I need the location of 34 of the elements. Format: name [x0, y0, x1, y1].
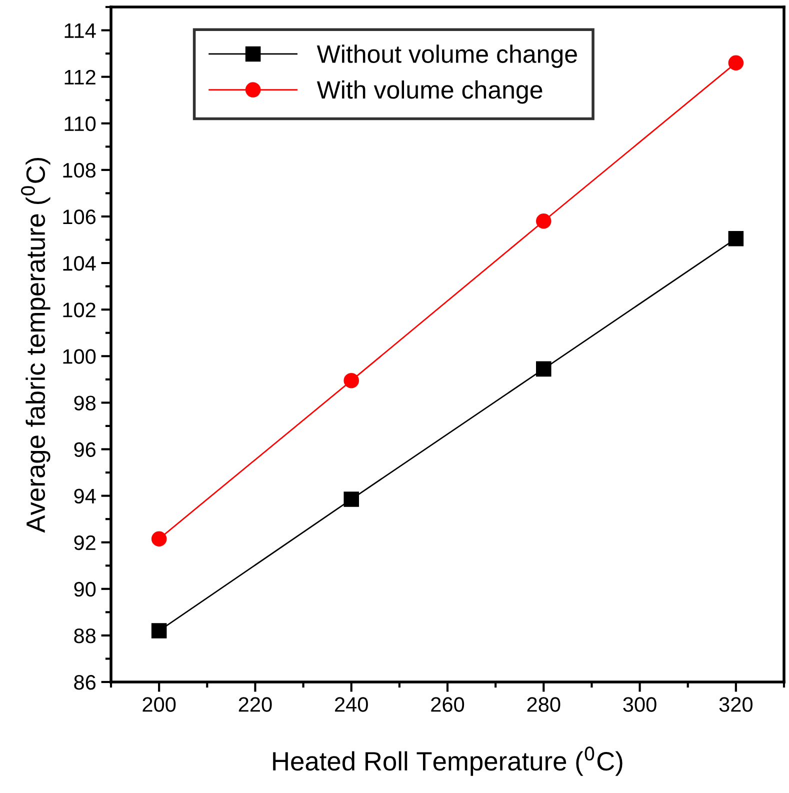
legend-label: With volume change	[316, 80, 542, 104]
legend-label: Without volume change	[316, 44, 577, 68]
x-axis-title: Heated Roll Temperature ($^{0}$C)	[273, 746, 622, 776]
y-tick-label: 112	[64, 70, 96, 84]
y-tick-label: 100	[63, 349, 96, 364]
x-tick-label: 240	[335, 697, 368, 712]
point	[536, 214, 552, 229]
x-tick-label: 220	[238, 697, 272, 712]
point	[536, 361, 552, 377]
y-tick-label: 104	[63, 256, 96, 271]
x-tick-label: 200	[142, 697, 176, 712]
y-tick-label: 86	[74, 675, 96, 690]
y-tick-label: 106	[63, 209, 96, 224]
y-tick-label: 88	[74, 628, 96, 644]
x-tick-label: 260	[431, 697, 464, 712]
y-tick-label: 98	[74, 396, 96, 410]
point	[728, 55, 744, 70]
y-tick-label: 108	[63, 162, 96, 178]
y-tick-label: 114	[64, 23, 96, 38]
point	[728, 230, 744, 246]
point	[344, 372, 359, 388]
y-axis-title: Average fabric temperature ($^{0}$C)	[20, 158, 50, 533]
y-tick-label: 102	[63, 302, 96, 318]
y-tick-label: 94	[74, 488, 96, 504]
y-tick-label: 110	[64, 116, 96, 132]
y-tick-label: 96	[74, 442, 96, 457]
point	[151, 623, 167, 638]
x-tick-label: 280	[527, 697, 560, 712]
point	[151, 531, 167, 546]
x-tick-label: 300	[623, 697, 656, 712]
x-tick-label: 320	[719, 697, 752, 712]
point	[344, 492, 359, 507]
y-tick-label: 92	[74, 535, 96, 550]
y-tick-label: 90	[74, 582, 96, 597]
